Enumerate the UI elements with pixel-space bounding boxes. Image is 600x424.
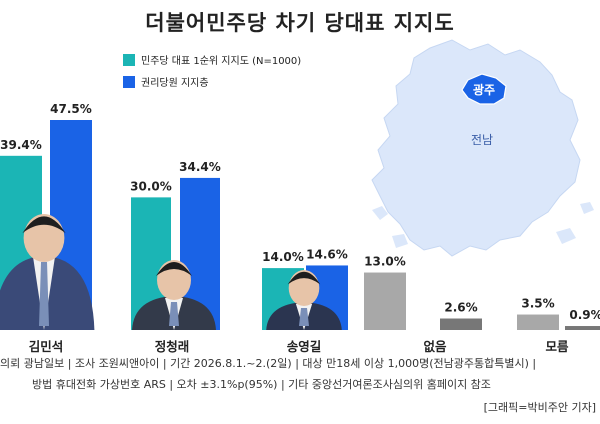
map-island-2 [392, 234, 408, 248]
map-region-jeonnam [371, 39, 581, 257]
candidate-photos [0, 214, 342, 330]
legend: 민주당 대표 1순위 지지도 (N=1000) 권리당원 지지층 [123, 54, 301, 89]
category-label-3: 없음 [423, 339, 447, 354]
value-labels: 39.4% 47.5% 30.0% 34.4% 14.0% 14.6% 13.0% 2.6% 3… [0, 102, 600, 322]
map-city-gwangju [461, 73, 507, 105]
value-label-members-0: 47.5% [50, 102, 92, 116]
category-label-2: 송영길 [287, 339, 322, 354]
value-label-members-3: 2.6% [444, 301, 477, 315]
value-label-first-choice-3: 13.0% [364, 255, 406, 269]
legend-label-first-choice: 민주당 대표 1순위 지지도 (N=1000) [141, 54, 301, 67]
value-label-first-choice-0: 39.4% [0, 138, 42, 152]
value-label-first-choice-4: 3.5% [521, 297, 554, 311]
value-label-members-2: 14.6% [306, 247, 348, 261]
source-note-line-2: 방법 휴대전화 가상번호 ARS | 오차 ±3.1%p(95%) | 기타 중… [32, 377, 491, 391]
bar-members-4 [565, 326, 600, 330]
legend-swatch-first-choice [123, 54, 135, 66]
source-note-line-1: 의뢰 광남일보 | 조사 조원씨앤아이 | 기간 2026.8.1.~2.(2일… [0, 356, 536, 370]
map-island-4 [580, 202, 594, 214]
legend-swatch-members [123, 76, 135, 88]
category-labels: 김민석 정청래 송영길 없음 모름 [29, 339, 569, 354]
map-jeonnam: 광주 전남 [371, 39, 594, 257]
value-label-members-4: 0.9% [569, 308, 600, 322]
bar-first-choice-3 [364, 272, 406, 330]
value-label-members-1: 34.4% [179, 160, 221, 174]
category-label-1: 정청래 [155, 339, 190, 354]
bar-members-3 [440, 318, 482, 330]
map-island-1 [372, 206, 388, 220]
value-label-first-choice-2: 14.0% [262, 250, 304, 264]
candidate-photo-0 [0, 214, 95, 330]
chart-title: 더불어민주당 차기 당대표 지지도 [145, 11, 454, 35]
bar-first-choice-4 [517, 314, 559, 330]
legend-label-members: 권리당원 지지층 [141, 77, 209, 89]
candidate-photo-1 [132, 260, 216, 330]
graphic-credit: [그래픽=박비주안 기자] [484, 401, 596, 414]
map-city-label: 광주 [473, 82, 495, 97]
category-label-0: 김민석 [29, 339, 64, 354]
map-region-label: 전남 [471, 133, 493, 147]
map-island-3 [556, 228, 576, 244]
value-label-first-choice-1: 30.0% [130, 179, 172, 193]
category-label-4: 모름 [545, 339, 569, 354]
candidate-photo-2 [266, 270, 342, 330]
